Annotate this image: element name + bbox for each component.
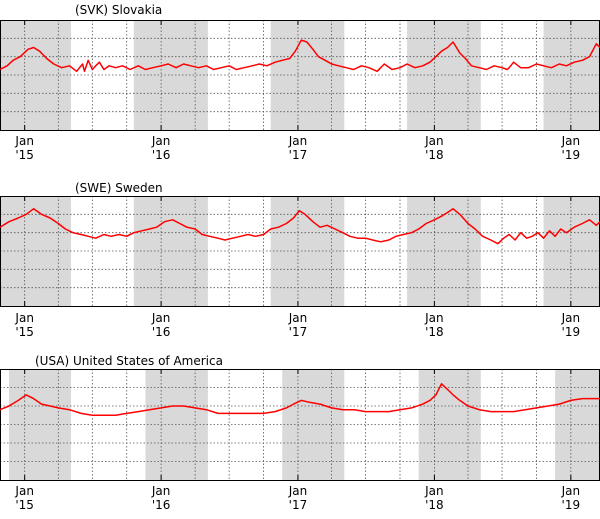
series-line — [0, 383, 600, 417]
x-tick-label-year: '16 — [152, 498, 171, 512]
x-tick-label-year: '17 — [289, 325, 308, 339]
x-tick-label-month: Jan — [151, 134, 171, 148]
x-tick-label-month: Jan — [14, 311, 34, 325]
x-tick-label-year: '15 — [15, 498, 34, 512]
series-line — [0, 39, 600, 73]
x-tick-label-month: Jan — [561, 134, 581, 148]
x-tick-label-month: Jan — [288, 484, 308, 498]
x-tick-label-year: '17 — [289, 148, 308, 162]
x-tick-label-year: '18 — [425, 498, 444, 512]
shaded-band — [270, 196, 345, 306]
x-tick-label-month: Jan — [424, 134, 444, 148]
x-tick-label-year: '19 — [562, 325, 581, 339]
x-tick-label-year: '19 — [562, 498, 581, 512]
x-tick-label-year: '16 — [152, 325, 171, 339]
x-tick-label-month: Jan — [151, 311, 171, 325]
x-tick-label-month: Jan — [14, 484, 34, 498]
x-tick-label-month: Jan — [424, 311, 444, 325]
x-tick-label-year: '16 — [152, 148, 171, 162]
x-tick-label-month: Jan — [151, 484, 171, 498]
series-line — [0, 208, 600, 245]
x-tick-label-month: Jan — [561, 484, 581, 498]
x-tick-label-month: Jan — [288, 311, 308, 325]
x-tick-label-year: '19 — [562, 148, 581, 162]
x-tick-label-year: '15 — [15, 148, 34, 162]
shaded-band — [407, 20, 481, 130]
chart-title: (SWE) Sweden — [75, 181, 163, 195]
x-tick-label-year: '18 — [425, 148, 444, 162]
chart-title: (USA) United States of America — [35, 354, 223, 368]
x-tick-label-month: Jan — [424, 484, 444, 498]
x-tick-label-year: '15 — [15, 325, 34, 339]
x-tick-label-year: '17 — [289, 498, 308, 512]
x-tick-label-month: Jan — [288, 134, 308, 148]
shaded-band — [270, 20, 345, 130]
chart-title: (SVK) Slovakia — [75, 3, 162, 17]
x-tick-label-year: '18 — [425, 325, 444, 339]
x-tick-label-month: Jan — [561, 311, 581, 325]
x-tick-label-month: Jan — [14, 134, 34, 148]
